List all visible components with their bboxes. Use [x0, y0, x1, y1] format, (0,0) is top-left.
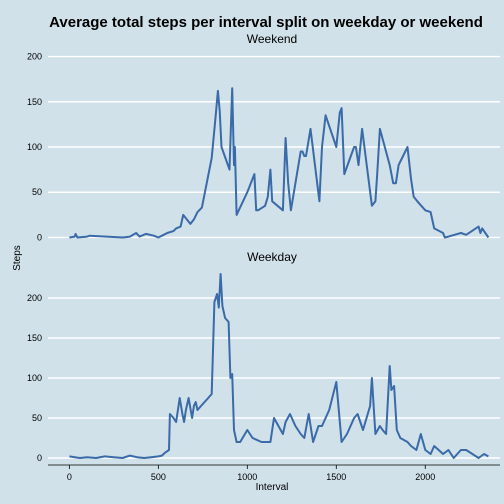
y-tick-label: 0 [37, 232, 42, 242]
x-tick-label: 2000 [415, 472, 435, 482]
x-tick-label: 500 [151, 472, 166, 482]
y-tick-label: 150 [27, 97, 42, 107]
y-tick-label: 50 [32, 413, 42, 423]
series-line [69, 87, 490, 239]
y-axis-label: Steps [12, 245, 23, 271]
y-tick-label: 100 [27, 142, 42, 152]
series-line [69, 273, 489, 459]
y-tick-label: 200 [27, 293, 42, 303]
panel-strip-label: Weekday [247, 250, 297, 264]
x-tick-label: 1000 [237, 472, 257, 482]
y-tick-label: 0 [37, 453, 42, 463]
x-tick-label: 1500 [326, 472, 346, 482]
y-tick-label: 150 [27, 333, 42, 343]
y-tick-label: 100 [27, 373, 42, 383]
x-axis-label: Interval [256, 482, 289, 493]
panel-strip-label: Weekend [247, 32, 297, 46]
chart-title: Average total steps per interval split o… [49, 14, 483, 31]
y-tick-label: 200 [27, 52, 42, 62]
panel-0: Weekend 0 50 100 150 200 [27, 32, 500, 242]
x-tick-label: 0 [67, 472, 72, 482]
y-tick-label: 50 [32, 187, 42, 197]
